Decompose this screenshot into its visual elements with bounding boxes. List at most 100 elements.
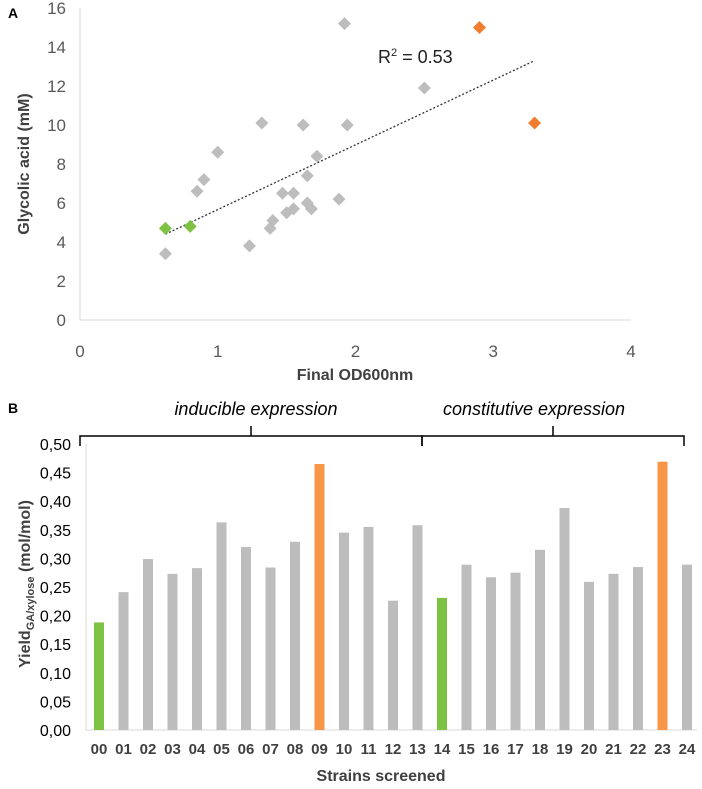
inducible-expression-label: inducible expression: [174, 399, 337, 419]
scatter-point-strains: [197, 173, 211, 187]
bar-strain-09: [314, 464, 325, 730]
scatter-point-strains: [417, 81, 431, 95]
scatter-point-strains: [266, 214, 280, 228]
panel-b-label: B: [8, 400, 18, 416]
panel-b-bar: B 0,000,050,100,150,200,250,300,350,400,…: [8, 399, 697, 785]
panel-b-x-tick-label: 22: [630, 741, 647, 758]
bar-strain-21: [608, 573, 619, 730]
panel-a-x-tick-label: 2: [351, 342, 360, 361]
inducible-expression-bracket: [79, 426, 423, 446]
panel-a-y-tick-label: 2: [57, 272, 66, 291]
scatter-point-strains: [300, 169, 314, 183]
panel-b-x-tick-labels: 00 01 02 03 04 05 06 07 08 09 10 11 12 13 14 15 16 17 18 19…: [91, 741, 696, 758]
panel-b-x-axis-title: Strains screened: [317, 768, 446, 785]
panel-b-x-tick-label: 18: [532, 741, 549, 758]
panel-a-y-tick-label: 14: [47, 38, 66, 57]
scatter-point-strains: [287, 186, 301, 200]
panel-b-y-tick-label: 0,45: [40, 466, 71, 483]
panel-a-x-tick-label: 0: [75, 342, 84, 361]
panel-b-bars: [94, 461, 692, 730]
panel-b-y-tick-label: 0,25: [40, 580, 71, 597]
scatter-point-strains: [337, 17, 351, 31]
bar-strain-19: [559, 508, 570, 730]
panel-b-x-tick-label: 02: [140, 741, 157, 758]
scatter-point-strains: [275, 186, 289, 200]
panel-b-x-tick-label: 15: [458, 741, 475, 758]
scatter-point-strains: [304, 202, 318, 216]
panel-b-x-tick-label: 06: [238, 741, 255, 758]
bar-strain-10: [339, 532, 349, 730]
bar-strain-06: [241, 546, 251, 730]
panel-b-x-tick-label: 20: [581, 741, 598, 758]
bar-strain-17: [510, 572, 521, 730]
bar-strain-07: [265, 567, 276, 730]
scatter-point-strains: [255, 116, 269, 130]
y-axis-title-main: Yield: [17, 630, 34, 668]
bar-strain-05: [216, 522, 227, 730]
bar-strain-22: [633, 566, 643, 730]
panel-b-x-tick-label: 19: [556, 741, 573, 758]
panel-a-y-tick-labels: 0 2 4 6 8 10 12 14 16: [47, 0, 66, 330]
y-axis-title-subscript: GA/xylose: [25, 576, 37, 630]
panel-a-label: A: [8, 5, 18, 21]
panel-b-x-tick-label: 04: [189, 741, 206, 758]
panel-b-y-tick-label: 0,40: [40, 494, 71, 511]
panel-a-y-tick-label: 8: [57, 155, 66, 174]
bar-strain-02: [143, 558, 153, 730]
scatter-point-strains: [296, 118, 310, 132]
scatter-point-orange: [472, 21, 486, 34]
panel-a-trendline: [165, 60, 535, 235]
panel-b-x-tick-label: 14: [434, 741, 451, 758]
panel-b-y-tick-label: 0,30: [40, 551, 71, 568]
bar-strain-23: [657, 461, 668, 730]
panel-a-x-tick-labels: 0 1 2 3 4: [75, 342, 635, 361]
scatter-point-green: [158, 221, 172, 235]
panel-a-y-tick-label: 16: [47, 0, 66, 18]
panel-b-x-tick-label: 09: [311, 741, 328, 758]
panel-b-x-tick-label: 17: [507, 741, 524, 758]
scatter-point-strains: [340, 118, 354, 132]
panel-a-x-tick-label: 3: [489, 342, 498, 361]
panel-b-x-tick-label: 00: [91, 741, 108, 758]
bar-strain-15: [461, 564, 472, 730]
panel-b-y-tick-label: 0,05: [40, 694, 71, 711]
scatter-point-strains: [211, 145, 225, 159]
panel-b-y-axis-title: YieldGA/xylose (mol/mol): [17, 500, 37, 668]
panel-b-y-tick-labels: 0,00 0,05 0,10 0,15 0,20 0,25 0,30 0,35 0,40 0,45…: [40, 437, 71, 740]
bar-strain-20: [584, 581, 594, 730]
panel-b-x-tick-label: 05: [213, 741, 230, 758]
scatter-point-strains: [158, 247, 172, 261]
scatter-point-strains: [190, 184, 204, 198]
bar-strain-18: [535, 549, 545, 730]
bar-strain-01: [118, 592, 129, 730]
panel-a-x-axis-title: Final OD600nm: [297, 367, 413, 384]
scatter-point-orange: [528, 116, 542, 130]
panel-a-y-tick-label: 6: [57, 194, 66, 213]
bar-strain-13: [412, 525, 423, 730]
panel-b-x-tick-label: 10: [336, 741, 353, 758]
scatter-point-strains: [242, 239, 256, 253]
bar-strain-14: [437, 597, 447, 730]
panel-b-y-tick-label: 0,10: [40, 666, 71, 683]
panel-b-x-tick-label: 13: [409, 741, 426, 758]
panel-b-x-tick-label: 23: [654, 741, 671, 758]
panel-b-y-tick-label: 0,20: [40, 609, 71, 626]
y-axis-title-unit: (mol/mol): [17, 500, 34, 576]
panel-b-x-tick-label: 21: [605, 741, 622, 758]
panel-b-y-tick-label: 0,15: [40, 637, 71, 654]
panel-b-x-tick-label: 08: [287, 741, 304, 758]
panel-b-y-tick-label: 0,00: [40, 723, 71, 740]
panel-a-y-axis-title: Glycolic acid (mM): [16, 93, 33, 234]
bar-strain-24: [682, 564, 692, 730]
panel-a-y-tick-label: 0: [57, 311, 66, 330]
bar-strain-16: [486, 577, 496, 730]
panel-b-y-tick-label: 0,35: [40, 523, 71, 540]
panel-b-x-tick-label: 16: [483, 741, 500, 758]
panel-a-points: [158, 17, 542, 261]
scatter-point-strains: [332, 192, 346, 206]
panel-b-x-tick-label: 01: [115, 741, 132, 758]
panel-a-r-squared: R2 = 0.53: [378, 47, 453, 67]
scatter-point-green: [183, 219, 197, 233]
